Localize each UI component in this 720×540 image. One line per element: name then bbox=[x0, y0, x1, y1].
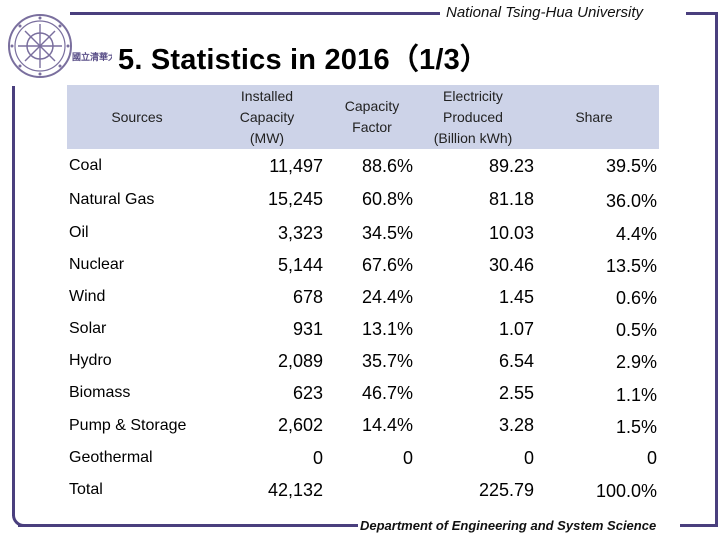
frame-top-right-line bbox=[686, 12, 718, 15]
row-label-total: Total bbox=[69, 481, 103, 498]
cell-capacity: 5,144 bbox=[277, 255, 323, 275]
row-label-hydro: Hydro bbox=[69, 352, 112, 369]
cell-factor: 24.4% bbox=[361, 287, 413, 307]
cell-produced: 1.45 bbox=[498, 287, 534, 307]
frame-bottom-right-line bbox=[680, 524, 718, 527]
cell-produced: 30.46 bbox=[488, 255, 534, 275]
cell-produced: 81.18 bbox=[488, 189, 534, 209]
column-header-share: Share bbox=[575, 108, 613, 125]
frame-top-line bbox=[70, 12, 440, 15]
cell-capacity: 15,245 bbox=[267, 189, 323, 209]
cell-share: 0 bbox=[646, 448, 657, 468]
frame-bottom-line bbox=[18, 524, 358, 527]
cell-produced: 3.28 bbox=[498, 415, 534, 435]
column-header-capacity: Installed Capacity (MW) bbox=[239, 87, 295, 146]
row-label-pump-storage: Pump & Storage bbox=[69, 417, 187, 434]
cell-share: 39.5% bbox=[605, 156, 657, 176]
cell-factor: 88.6% bbox=[361, 156, 413, 176]
column-header-factor: Capacity Factor bbox=[344, 98, 400, 135]
column-header-sources: Sources bbox=[111, 108, 163, 125]
cell-factor: 14.4% bbox=[361, 415, 413, 435]
cell-factor: 34.5% bbox=[361, 223, 413, 243]
row-label-coal: Coal bbox=[69, 157, 102, 174]
cell-capacity: 931 bbox=[292, 319, 323, 339]
cell-share: 2.9% bbox=[615, 352, 657, 372]
row-label-nuclear: Nuclear bbox=[69, 256, 125, 273]
university-logo: 國立清華大學 bbox=[8, 14, 112, 78]
cell-factor: 0 bbox=[402, 448, 413, 468]
cell-share: 1.1% bbox=[615, 385, 657, 405]
cell-capacity: 42,132 bbox=[267, 480, 323, 500]
cell-factor: 46.7% bbox=[361, 383, 413, 403]
cell-factor: 35.7% bbox=[361, 351, 413, 371]
row-label-wind: Wind bbox=[69, 288, 106, 305]
page-title: 5. Statistics in 2016（1/3） bbox=[118, 44, 490, 76]
frame-corner bbox=[12, 510, 28, 527]
cell-factor: 60.8% bbox=[361, 189, 413, 209]
cell-capacity: 11,497 bbox=[269, 156, 323, 176]
column-header-produced: Electricity Produced (Billion kWh) bbox=[433, 87, 513, 146]
row-label-natural-gas: Natural Gas bbox=[69, 191, 155, 208]
frame-left-line bbox=[12, 86, 15, 516]
cell-share: 36.0% bbox=[605, 191, 657, 211]
frame-right-line bbox=[715, 12, 718, 527]
cell-share: 0.5% bbox=[615, 320, 657, 340]
cell-share: 0.6% bbox=[615, 288, 657, 308]
row-label-solar: Solar bbox=[69, 320, 107, 337]
cell-capacity: 2,602 bbox=[277, 415, 323, 435]
cell-share: 1.5% bbox=[615, 417, 657, 437]
cell-capacity: 623 bbox=[292, 383, 323, 403]
cell-produced: 1.07 bbox=[498, 319, 534, 339]
row-label-oil: Oil bbox=[69, 224, 89, 241]
cell-produced: 10.03 bbox=[488, 223, 534, 243]
cell-produced: 2.55 bbox=[498, 383, 534, 403]
cell-capacity: 678 bbox=[292, 287, 323, 307]
cell-produced: 0 bbox=[523, 448, 534, 468]
cell-share: 13.5% bbox=[605, 256, 657, 276]
cell-produced: 6.54 bbox=[498, 351, 534, 371]
cell-produced: 225.79 bbox=[478, 480, 534, 500]
logo-text: 國立清華大學 bbox=[72, 51, 112, 63]
cell-factor: 67.6% bbox=[361, 255, 413, 275]
table-header-band bbox=[67, 85, 659, 149]
cell-produced: 89.23 bbox=[488, 156, 534, 176]
cell-capacity: 0 bbox=[312, 448, 323, 468]
department-name: Department of Engineering and System Sci… bbox=[360, 518, 657, 533]
cell-factor: 13.1% bbox=[361, 319, 413, 339]
cell-capacity: 3,323 bbox=[277, 223, 323, 243]
row-label-biomass: Biomass bbox=[69, 384, 131, 401]
cell-share: 100.0% bbox=[595, 481, 657, 501]
cell-capacity: 2,089 bbox=[277, 351, 323, 371]
cell-share: 4.4% bbox=[615, 224, 657, 244]
university-name: National Tsing-Hua University bbox=[446, 4, 644, 21]
row-label-geothermal: Geothermal bbox=[69, 449, 153, 466]
